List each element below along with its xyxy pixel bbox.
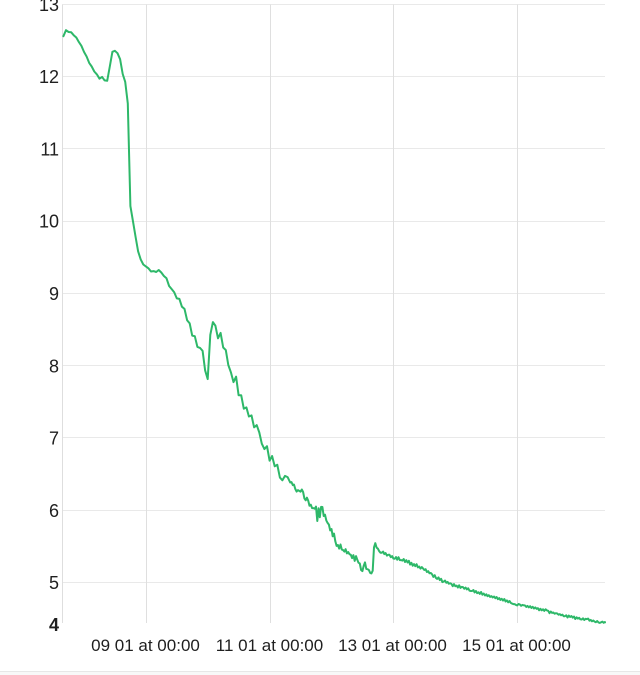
svg-text:11 01 at 00:00: 11 01 at 00:00 <box>216 636 323 655</box>
svg-text:15 01 at 00:00: 15 01 at 00:00 <box>462 636 571 655</box>
svg-text:9: 9 <box>49 284 59 304</box>
svg-text:10: 10 <box>39 212 59 232</box>
svg-text:13: 13 <box>39 0 59 15</box>
svg-text:7: 7 <box>49 429 59 449</box>
svg-text:11: 11 <box>40 139 59 159</box>
svg-text:8: 8 <box>49 356 59 376</box>
svg-text:6: 6 <box>49 501 59 521</box>
svg-text:4: 4 <box>49 615 59 635</box>
svg-text:12: 12 <box>39 67 59 87</box>
svg-text:09 01 at 00:00: 09 01 at 00:00 <box>91 636 200 655</box>
svg-text:5: 5 <box>49 573 59 593</box>
svg-text:13 01 at 00:00: 13 01 at 00:00 <box>338 636 447 655</box>
